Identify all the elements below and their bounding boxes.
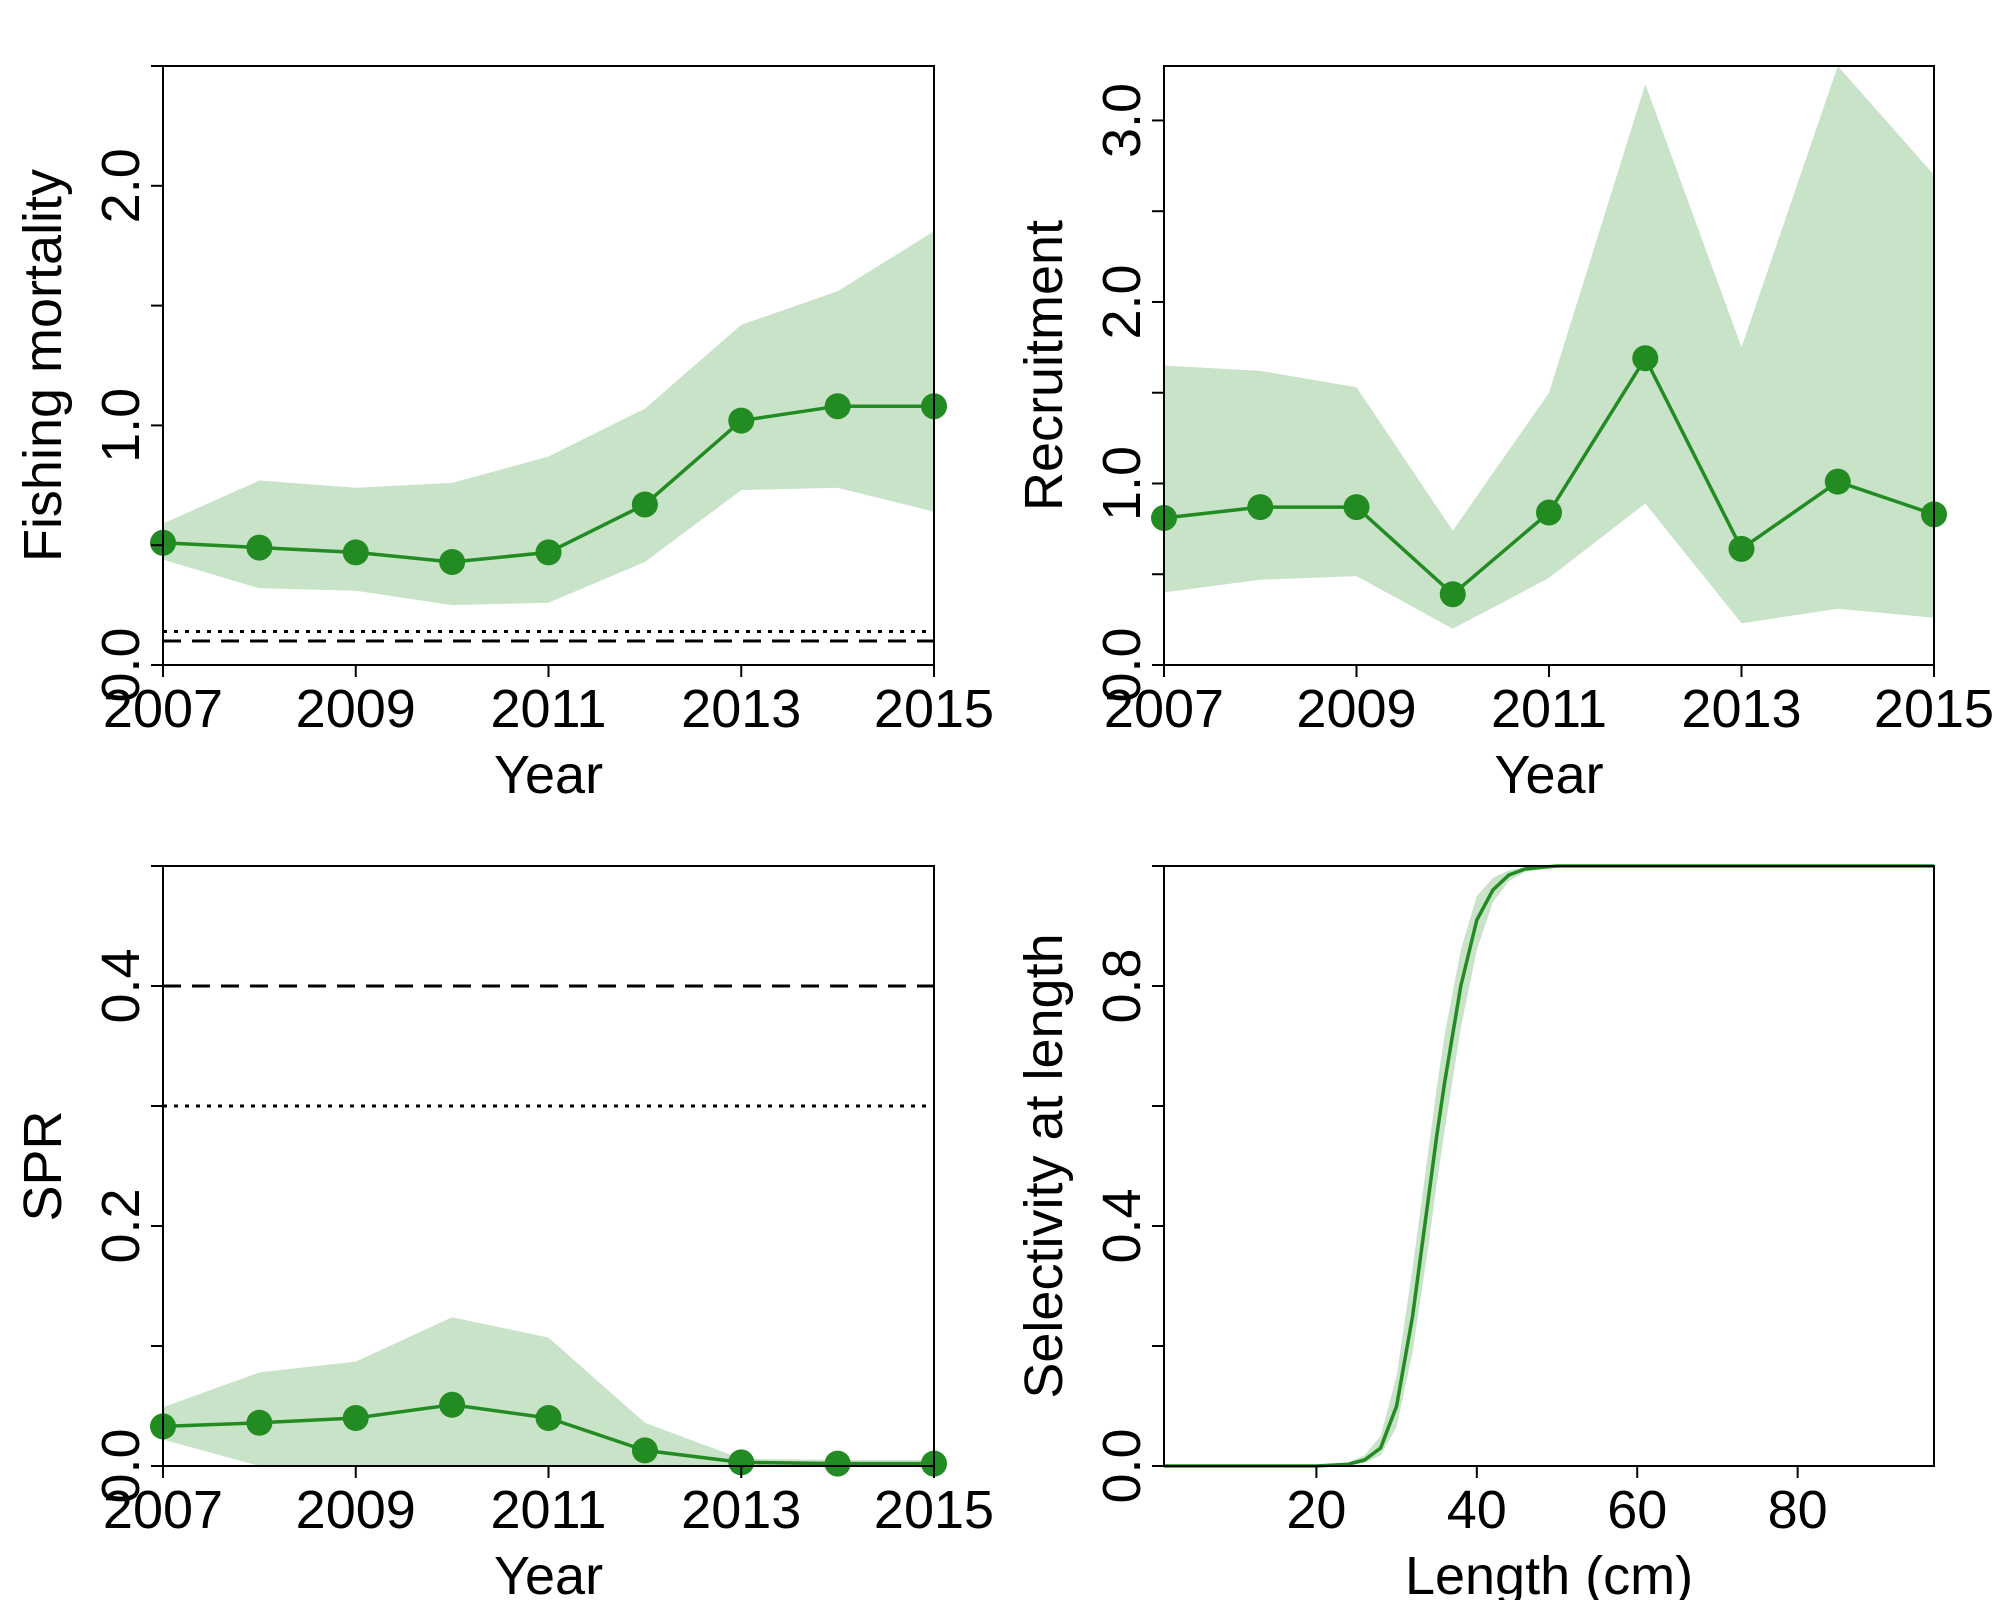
data-point — [631, 1437, 658, 1464]
x-tick-label: 2007 — [1104, 679, 1224, 739]
data-point — [1439, 581, 1466, 608]
y-tick-label: 1.0 — [1092, 446, 1152, 521]
data-point — [246, 534, 273, 561]
y-tick-label: 0.0 — [1092, 1428, 1152, 1503]
y-axis-title: Selectivity at length — [1014, 933, 1074, 1398]
panel-recruitment: 2007 2009 2011 2013 2015 0.0 1.0 2.0 3.0 Year Recr… — [1014, 65, 1994, 805]
panel-selectivity: 20 40 60 80 0.0 0.4 0.8 Length (cm) Selectivity … — [1014, 864, 1935, 1600]
data-point — [246, 1409, 273, 1436]
panel-spr: 2007 2009 2011 2013 2015 0.0 0.2 0.4 Year SPR — [13, 865, 994, 1600]
y-tick-label: 0.0 — [91, 627, 151, 702]
data-point — [535, 1405, 562, 1431]
data-point — [1247, 494, 1274, 521]
y-tick-label: 1.0 — [91, 388, 151, 463]
y-tick-label: 3.0 — [1092, 83, 1152, 158]
confidence-band — [1164, 866, 1934, 1466]
x-tick-label: 2007 — [103, 679, 223, 739]
y-tick-label: 2.0 — [91, 148, 151, 223]
data-point — [342, 1405, 369, 1431]
x-tick-label: 2011 — [490, 679, 606, 739]
data-point — [631, 491, 658, 518]
x-tick-label: 2007 — [103, 1480, 223, 1540]
data-point — [1536, 499, 1562, 526]
y-tick-label: 0.0 — [1092, 627, 1152, 702]
y-tick-label: 0.2 — [91, 1188, 151, 1263]
data-point — [342, 539, 369, 566]
data-point — [535, 539, 562, 566]
x-axis-title: Year — [1494, 745, 1603, 805]
x-tick-label: 2013 — [1681, 679, 1801, 739]
data-point — [1728, 535, 1755, 562]
x-tick-label: 2009 — [296, 1480, 416, 1540]
x-axis-title: Year — [494, 745, 603, 805]
x-tick-label: 20 — [1286, 1480, 1346, 1540]
series-line — [1164, 864, 1934, 1468]
data-point — [1343, 494, 1370, 521]
x-tick-label: 2015 — [1874, 679, 1994, 739]
y-tick-label: 0.4 — [1092, 1188, 1152, 1263]
data-point — [439, 1391, 466, 1418]
x-tick-label: 2015 — [874, 1480, 994, 1540]
panel-fishing-mortality: 2007 2009 2011 2013 2015 0.0 1.0 2.0 Year Fishing… — [13, 65, 994, 805]
plot-frame — [1163, 865, 1935, 1467]
x-tick-label: 2011 — [1491, 679, 1607, 739]
confidence-band — [163, 1317, 934, 1466]
x-tick-label: 2013 — [681, 679, 801, 739]
x-tick-label: 2013 — [681, 1480, 801, 1540]
y-axis-title: Fishing mortality — [13, 169, 73, 562]
y-axis-title: Recruitment — [1014, 220, 1074, 511]
x-axis-title: Year — [494, 1546, 603, 1600]
data-point — [824, 1450, 851, 1477]
x-tick-label: 2009 — [1296, 679, 1416, 739]
data-point — [728, 1449, 755, 1476]
data-point — [1632, 345, 1659, 372]
x-tick-label: 60 — [1607, 1480, 1667, 1540]
data-point — [824, 393, 851, 420]
data-point — [439, 548, 466, 575]
data-point — [1824, 468, 1851, 495]
data-point — [728, 407, 755, 434]
x-tick-label: 40 — [1447, 1480, 1507, 1540]
y-tick-label: 0.8 — [1092, 948, 1152, 1023]
y-tick-label: 2.0 — [1092, 264, 1152, 339]
y-axis-title: SPR — [13, 1110, 73, 1221]
x-tick-label: 2011 — [490, 1480, 606, 1540]
x-tick-label: 2009 — [296, 679, 416, 739]
x-axis-title: Length (cm) — [1405, 1546, 1693, 1600]
confidence-band — [163, 231, 934, 606]
y-tick-label: 0.4 — [91, 948, 151, 1023]
y-tick-label: 0.0 — [91, 1428, 151, 1503]
confidence-band — [1164, 66, 1934, 629]
x-tick-label: 2015 — [874, 679, 994, 739]
x-tick-label: 80 — [1768, 1480, 1828, 1540]
